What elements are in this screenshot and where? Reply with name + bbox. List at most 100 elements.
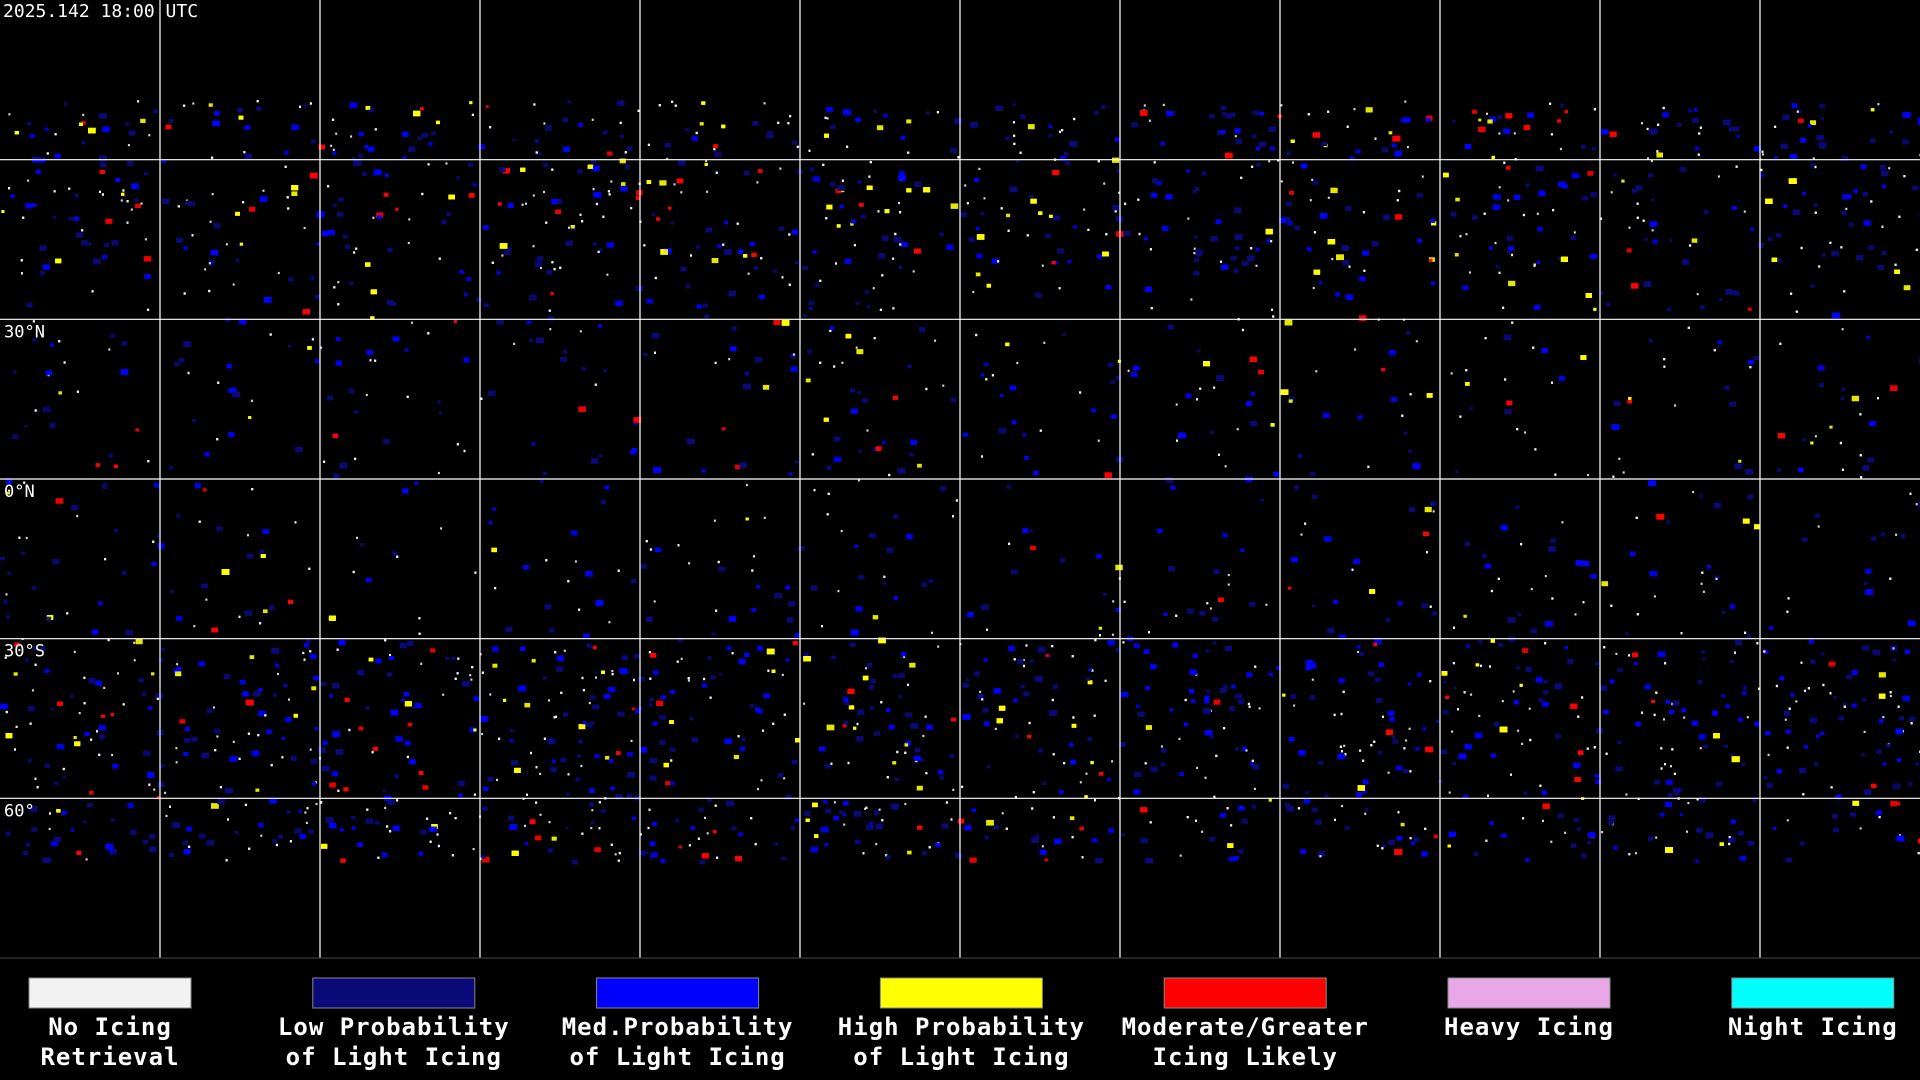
icing-pixel (1495, 264, 1500, 269)
icing-pixel (382, 789, 386, 793)
icing-pixel (1442, 710, 1449, 715)
icing-pixel (688, 562, 691, 565)
icing-pixel (141, 692, 147, 696)
icing-pixel (1632, 652, 1638, 658)
icing-pixel (1311, 604, 1316, 608)
icing-pixel (808, 149, 811, 152)
icing-pixel (137, 100, 140, 103)
icing-pixel (1253, 787, 1256, 790)
icing-pixel (62, 767, 65, 771)
icing-pixel (1374, 137, 1377, 140)
icing-pixel (637, 676, 645, 682)
icing-pixel (1108, 828, 1115, 833)
icing-pixel (976, 253, 983, 259)
icing-pixel (354, 457, 357, 460)
icing-pixel (802, 265, 808, 271)
icing-pixel (1453, 686, 1457, 690)
icing-pixel (893, 236, 902, 243)
icing-pixel (1543, 690, 1549, 695)
icing-pixel (594, 847, 601, 853)
icing-pixel (1812, 157, 1815, 160)
icing-pixel (1691, 720, 1699, 726)
icing-pixel (1255, 163, 1261, 167)
icing-pixel (843, 698, 849, 703)
icing-pixel (874, 731, 881, 736)
icing-pixel (103, 686, 106, 689)
icing-pixel (112, 763, 119, 769)
icing-pixel (715, 171, 718, 174)
icing-pixel (715, 609, 718, 612)
icing-pixel (192, 418, 196, 423)
icing-pixel (942, 384, 945, 387)
icing-pixel (1668, 238, 1672, 242)
icing-pixel (745, 483, 748, 487)
icing-pixel (34, 663, 37, 666)
icing-pixel (421, 192, 424, 196)
icing-pixel (608, 687, 616, 693)
icing-pixel (1471, 109, 1477, 114)
icing-pixel (631, 707, 635, 711)
icing-pixel (855, 301, 860, 305)
icing-pixel (330, 144, 333, 147)
icing-pixel (1331, 258, 1334, 261)
icing-pixel (555, 209, 562, 214)
icing-pixel (872, 615, 879, 620)
icing-pixel (156, 697, 159, 700)
icing-pixel (774, 842, 779, 846)
icing-pixel (144, 238, 147, 241)
icing-pixel (1044, 858, 1048, 862)
icing-pixel (302, 651, 305, 655)
icing-pixel (1187, 217, 1190, 220)
icing-pixel (1662, 106, 1665, 110)
icing-pixel (1049, 214, 1053, 218)
icing-pixel (31, 689, 34, 692)
icing-pixel (487, 776, 494, 782)
icing-pixel (3, 600, 7, 604)
icing-pixel (79, 122, 83, 126)
icing-pixel (590, 695, 596, 700)
icing-pixel (844, 258, 852, 264)
icing-pixel (1441, 671, 1448, 676)
icing-pixel (1731, 756, 1740, 763)
icing-pixel (511, 850, 519, 856)
icing-pixel (1327, 196, 1330, 199)
icing-pixel (1644, 684, 1651, 690)
icing-pixel (1213, 569, 1220, 574)
icing-pixel (917, 463, 922, 468)
icing-pixel (1535, 677, 1543, 683)
icing-pixel (819, 746, 826, 752)
icing-pixel (649, 775, 657, 781)
icing-pixel (1832, 814, 1838, 819)
icing-pixel (559, 356, 567, 363)
icing-pixel (647, 826, 650, 830)
icing-pixel (1691, 238, 1698, 243)
icing-pixel (133, 659, 136, 662)
icing-pixel (1110, 414, 1117, 419)
icing-pixel (58, 391, 62, 395)
icing-pixel (410, 321, 413, 324)
icing-pixel (823, 417, 829, 422)
icing-pixel (659, 714, 667, 720)
icing-pixel (1507, 250, 1511, 254)
icing-pixel (912, 270, 915, 273)
icing-pixel (1013, 121, 1015, 124)
icing-pixel (1160, 141, 1165, 146)
icing-pixel (1889, 691, 1892, 694)
icing-pixel (808, 306, 813, 310)
icing-pixel (556, 655, 565, 661)
icing-pixel (1894, 263, 1897, 266)
icing-pixel (203, 488, 207, 492)
icing-pixel (421, 132, 428, 138)
icing-pixel (606, 273, 609, 276)
icing-pixel (1213, 386, 1216, 389)
icing-pixel (1447, 844, 1451, 848)
icing-pixel (1513, 700, 1519, 705)
icing-pixel (1209, 837, 1216, 842)
icing-pixel (1152, 178, 1158, 183)
icing-pixel (627, 670, 631, 674)
icing-pixel (1529, 738, 1532, 742)
icing-pixel (496, 270, 501, 275)
icing-pixel (655, 217, 661, 221)
icing-pixel (1234, 135, 1237, 138)
icing-pixel (743, 383, 752, 390)
